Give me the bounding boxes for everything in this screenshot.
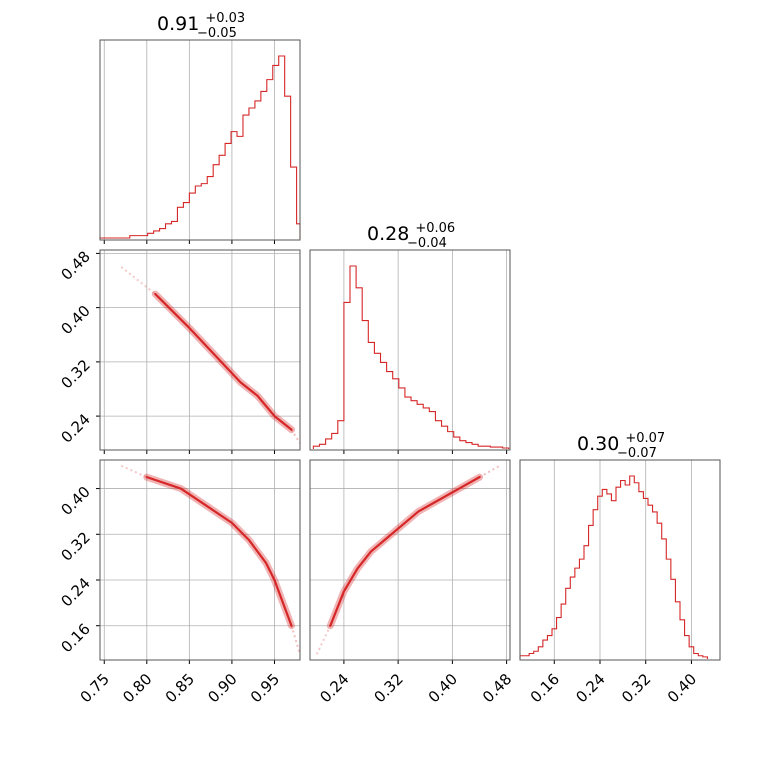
scatter-p2-p1-density: [326, 473, 483, 630]
panel-scatter-2-0: [99, 459, 301, 661]
xtick-label-20-3: 0.90: [204, 670, 240, 706]
panel-scatter-1-0: [99, 249, 301, 451]
panel-hist-2: [519, 459, 721, 661]
panel-scatter-2-1: [309, 459, 511, 661]
scatter-p2-p1-tail-end: [479, 464, 501, 479]
ytick-label-10-1: 0.32: [57, 356, 93, 392]
xtick-label-21-3: 0.48: [479, 670, 515, 706]
xtick-label-22-1: 0.24: [572, 670, 608, 706]
xtick-label-20-0: 0.75: [77, 670, 113, 706]
title-param-1: 0.28 +0.06 −0.04: [367, 215, 461, 251]
title-param-2: 0.30 +0.07 −0.07: [577, 425, 671, 461]
xtick-label-22-3: 0.40: [664, 670, 700, 706]
ytick-label-10-2: 0.40: [57, 302, 93, 338]
xtick-label-20-4: 0.95: [247, 670, 283, 706]
xtick-label-20-2: 0.85: [162, 670, 198, 706]
histogram-0: [99, 55, 301, 239]
scatter-p2-p1-tail-start: [315, 625, 332, 655]
xtick-label-21-0: 0.24: [316, 670, 352, 706]
title-1-minus: −0.04: [407, 236, 447, 251]
scatter-p2-p1-contour: [329, 476, 481, 627]
title-2-plus: +0.07: [625, 431, 665, 446]
title-1-median: 0.28: [367, 223, 409, 245]
xtick-label-21-1: 0.32: [371, 670, 407, 706]
ytick-label-20-3: 0.40: [57, 483, 93, 519]
title-param-0: 0.91 +0.03 −0.05: [157, 5, 251, 41]
panel-hist-0: [99, 39, 301, 241]
scatter-p1-p0-tail-start: [120, 266, 156, 295]
ytick-label-20-2: 0.32: [57, 528, 93, 564]
title-0-minus: −0.05: [197, 26, 237, 41]
ytick-label-20-0: 0.16: [57, 620, 93, 656]
xtick-label-22-0: 0.16: [527, 670, 563, 706]
scatter-p2-p0-contour: [145, 476, 293, 627]
title-0-plus: +0.03: [205, 11, 245, 26]
xtick-label-20-1: 0.80: [119, 670, 155, 706]
title-2-minus: −0.07: [617, 446, 657, 461]
panel-hist-1: [309, 249, 511, 451]
xtick-label-22-2: 0.32: [618, 670, 654, 706]
histogram-1: [312, 265, 510, 449]
histogram-2: [519, 475, 708, 659]
scatter-p1-p0-contour: [154, 292, 293, 431]
title-1-plus: +0.06: [415, 221, 455, 236]
ytick-label-10-3: 0.48: [57, 247, 93, 283]
xtick-label-21-2: 0.40: [425, 670, 461, 706]
title-0-median: 0.91: [157, 13, 199, 35]
scatter-p2-p0-density: [143, 473, 295, 630]
title-2-median: 0.30: [577, 433, 619, 455]
ytick-label-20-1: 0.24: [57, 574, 93, 610]
scatter-p2-p0-tail-end: [290, 625, 301, 655]
scatter-p2-p0-tail-start: [120, 464, 148, 479]
ytick-label-10-0: 0.24: [57, 410, 93, 446]
